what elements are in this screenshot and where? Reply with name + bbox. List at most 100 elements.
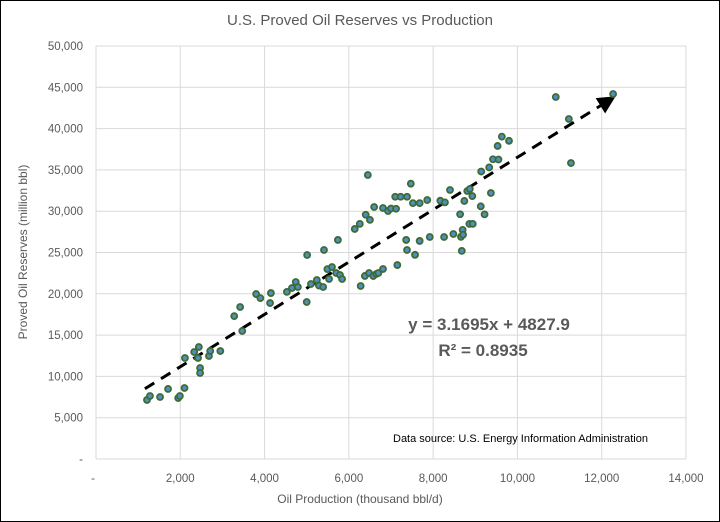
y-axis-label: Proved Oil Reserves (million bbl) — [16, 165, 30, 340]
data-point — [459, 230, 467, 239]
data-point — [333, 236, 342, 244]
data-point — [320, 246, 328, 254]
x-tick-label: - — [91, 473, 95, 485]
data-point — [266, 299, 274, 307]
data-point — [493, 142, 502, 150]
data-point — [175, 392, 184, 400]
y-tick-label: 25,000 — [48, 248, 83, 260]
data-point — [338, 275, 347, 283]
data-point — [411, 250, 419, 259]
data-point — [456, 210, 465, 219]
data-point — [465, 185, 474, 193]
data-point — [409, 199, 417, 208]
data-point — [468, 192, 477, 200]
data-point — [366, 215, 374, 224]
y-tick-label: 5,000 — [54, 413, 83, 425]
data-point — [457, 246, 466, 255]
y-tick-label: 20,000 — [48, 289, 83, 301]
y-tick-label: 10,000 — [48, 371, 83, 383]
data-point — [370, 203, 379, 211]
data-point — [486, 189, 495, 197]
data-point — [564, 115, 573, 123]
data-point — [307, 280, 315, 288]
data-point — [468, 219, 477, 228]
data-point — [283, 288, 291, 296]
data-point — [403, 192, 411, 201]
data-point — [415, 199, 424, 208]
data-point — [393, 261, 402, 269]
data-point — [497, 132, 506, 141]
data-point — [480, 210, 489, 219]
data-point — [181, 354, 189, 362]
data-point — [567, 159, 575, 167]
data-point — [302, 298, 311, 306]
data-point — [236, 303, 245, 311]
data-point — [216, 347, 225, 355]
x-axis-label: Oil Production (thousand bbl/d) — [277, 492, 442, 506]
data-point — [363, 171, 372, 179]
data-point — [551, 93, 560, 101]
x-tick-label: 12,000 — [584, 473, 619, 485]
data-point — [476, 202, 485, 211]
data-point — [415, 237, 424, 245]
x-tick-label: 2,000 — [166, 473, 195, 485]
data-point — [460, 197, 469, 205]
x-tick-label: 6,000 — [334, 473, 363, 485]
y-tick-label: 50,000 — [48, 41, 83, 53]
r-squared-label: R² = 0.8935 — [438, 341, 527, 360]
data-point — [256, 294, 265, 302]
data-point — [194, 354, 202, 362]
data-point — [156, 393, 164, 401]
data-source-annotation: Data source: U.S. Energy Information Adm… — [393, 433, 648, 445]
data-point — [180, 384, 189, 392]
data-point — [356, 282, 365, 290]
data-point — [355, 219, 364, 228]
data-point — [190, 348, 199, 356]
data-point — [288, 284, 296, 292]
data-point — [361, 210, 370, 219]
data-point — [494, 155, 503, 164]
data-point — [425, 233, 434, 241]
x-tick-label: 4,000 — [250, 473, 279, 485]
data-point — [350, 225, 359, 233]
data-point — [325, 275, 333, 283]
data-point — [374, 269, 383, 277]
data-point — [328, 263, 336, 271]
data-point — [423, 196, 432, 204]
data-point — [441, 198, 449, 207]
data-point — [609, 90, 617, 98]
x-tick-label: 8,000 — [419, 473, 448, 485]
y-tick-label: 15,000 — [48, 330, 83, 342]
data-point — [396, 192, 405, 201]
data-point — [392, 204, 400, 213]
data-point — [238, 327, 247, 335]
data-point — [293, 283, 302, 291]
x-tick-label: 14,000 — [668, 473, 703, 485]
trendline — [144, 96, 616, 391]
y-tick-label: 30,000 — [48, 206, 83, 218]
data-point — [402, 236, 411, 244]
data-point — [477, 167, 486, 176]
x-tick-label: 10,000 — [500, 473, 535, 485]
data-point — [379, 265, 387, 273]
y-tick-label: 40,000 — [48, 124, 83, 136]
data-point — [146, 392, 154, 400]
data-point — [449, 230, 458, 238]
data-point — [440, 233, 449, 241]
data-point — [485, 163, 494, 172]
data-point — [505, 136, 513, 145]
data-point — [319, 283, 328, 291]
data-point — [446, 186, 454, 194]
data-point — [230, 312, 239, 321]
data-point — [196, 369, 204, 377]
y-tick-label: - — [79, 454, 83, 466]
data-point — [303, 251, 312, 259]
data-point — [406, 179, 415, 188]
data-point — [266, 289, 275, 297]
data-point — [403, 246, 411, 254]
trendline-equation: y = 3.1695x + 4827.9 — [408, 315, 570, 334]
chart-title: U.S. Proved Oil Reserves vs Production — [227, 12, 493, 29]
data-point — [206, 347, 215, 355]
y-tick-label: 35,000 — [48, 165, 83, 177]
